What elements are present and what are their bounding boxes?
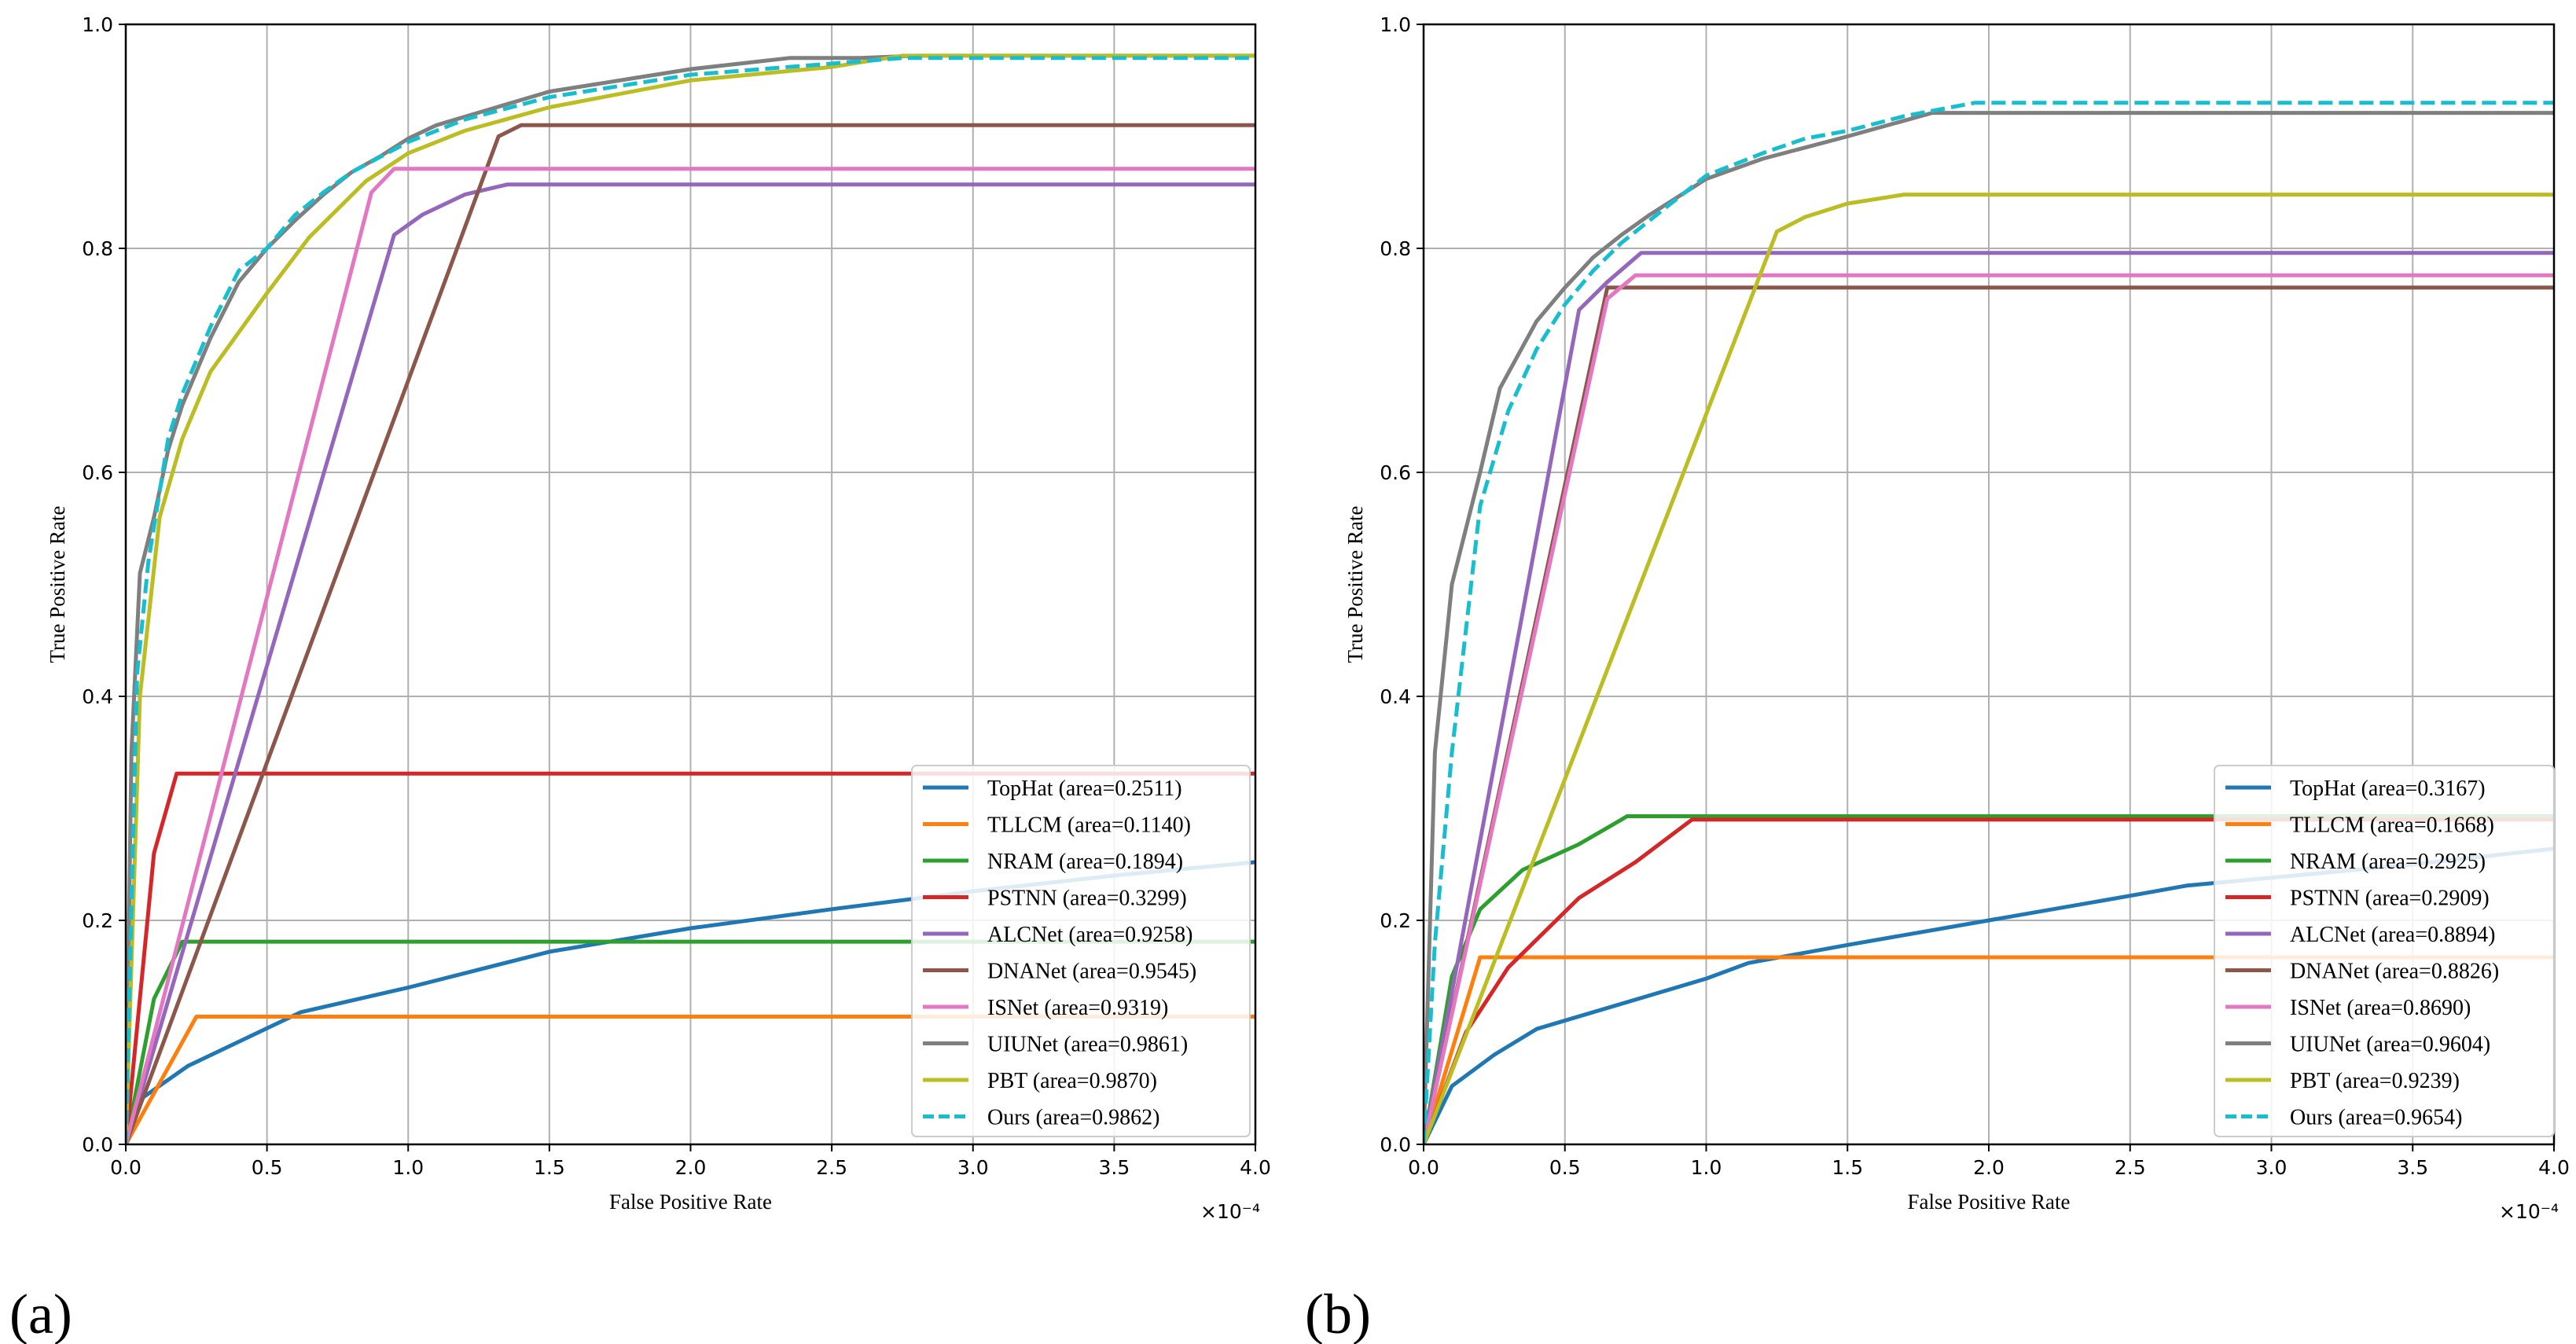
x-tick-label: 3.0 — [2256, 1156, 2288, 1179]
panel-label: (a) — [9, 1283, 72, 1344]
series-line-uiunet — [1424, 111, 2554, 1144]
legend-label-ours: Ours (area=0.9862) — [987, 1106, 1160, 1130]
y-tick-label: 0.6 — [82, 461, 113, 484]
legend-label-pbt: PBT (area=0.9239) — [2290, 1069, 2460, 1093]
y-axis-label: True Positive Rate — [46, 505, 69, 663]
x-tick-label: 2.0 — [1973, 1156, 2005, 1179]
y-tick-label: 0.0 — [1380, 1133, 1411, 1156]
y-tick-label: 0.2 — [1380, 909, 1411, 932]
x-axis-label: False Positive Rate — [609, 1190, 772, 1214]
y-tick-label: 0.6 — [1380, 461, 1411, 484]
legend-label-tllcm: TLLCM (area=0.1668) — [2290, 813, 2494, 838]
legend-label-isnet: ISNet (area=0.8690) — [2290, 996, 2471, 1020]
x-tick-label: 2.5 — [816, 1156, 847, 1179]
x-tick-label: 2.0 — [675, 1156, 707, 1179]
series-line-tllcm — [1424, 955, 2554, 1144]
legend-box — [2214, 765, 2555, 1137]
legend-label-nram: NRAM (area=0.2925) — [2290, 850, 2486, 874]
series-line-isnet — [1424, 273, 2554, 1144]
chart-panel-a: 0.0 0.5 1.0 1.5 2.0 2.5 3.0 3.5 4.0 0.0 0.2 0.4 0.6 0… — [9, 13, 1271, 1344]
chart-panel-b: 0.0 0.5 1.0 1.5 2.0 2.5 3.0 3.5 4.0 0.0 0.2 0.4 0.6 0… — [1305, 13, 2570, 1344]
y-tick-label: 0.4 — [1380, 685, 1411, 708]
series-line-alcnet — [126, 182, 1255, 1144]
series-line-ours — [1424, 101, 2554, 1144]
series-line-tllcm — [126, 1015, 1255, 1144]
x-tick-label: 3.5 — [1098, 1156, 1130, 1179]
series-line-nram — [126, 939, 1255, 1144]
legend-label-pstnn: PSTNN (area=0.2909) — [2290, 887, 2490, 911]
x-tick-label: 4.0 — [1240, 1156, 1271, 1179]
series-line-uiunet — [126, 53, 1255, 1144]
x-tick-label: 0.0 — [110, 1156, 141, 1179]
legend-label-dnanet: DNANet (area=0.8826) — [2290, 960, 2499, 984]
series-line-pbt — [126, 53, 1255, 1144]
series-line-ours — [126, 56, 1255, 1144]
legend-label-pstnn: PSTNN (area=0.3299) — [987, 887, 1187, 911]
x-scale-multiplier: ×10⁻⁴ — [1200, 1200, 1260, 1223]
series-group — [126, 53, 1255, 1144]
series-line-dnanet — [126, 123, 1255, 1144]
x-axis-label: False Positive Rate — [1908, 1190, 2071, 1214]
y-tick-label: 1.0 — [1380, 13, 1411, 36]
x-scale-multiplier: ×10⁻⁴ — [2499, 1200, 2559, 1223]
x-tick-label: 1.0 — [1691, 1156, 1722, 1179]
y-tick-label: 0.2 — [82, 909, 113, 932]
legend-label-nram: NRAM (area=0.1894) — [987, 850, 1183, 874]
y-tick-label: 0.8 — [82, 237, 113, 260]
legend-label-tllcm: TLLCM (area=0.1140) — [987, 813, 1191, 838]
x-tick-label: 4.0 — [2538, 1156, 2570, 1179]
series-line-isnet — [126, 167, 1255, 1144]
series-line-alcnet — [1424, 251, 2554, 1144]
y-tick-label: 0.8 — [1380, 237, 1411, 260]
x-tick-label: 3.5 — [2397, 1156, 2428, 1179]
legend-label-tophat: TopHat (area=0.3167) — [2290, 777, 2486, 801]
legend: TopHat (area=0.3167) TLLCM (area=0.1668) N… — [2214, 765, 2555, 1137]
legend: TopHat (area=0.2511) TLLCM (area=0.1140) N… — [911, 765, 1251, 1137]
legend-label-dnanet: DNANet (area=0.9545) — [987, 960, 1196, 984]
legend-label-tophat: TopHat (area=0.2511) — [987, 777, 1182, 801]
legend-label-uiunet: UIUNet (area=0.9604) — [2290, 1033, 2490, 1057]
x-tick-label: 0.5 — [252, 1156, 283, 1179]
y-axis-label: True Positive Rate — [1343, 505, 1367, 663]
legend-label-ours: Ours (area=0.9654) — [2290, 1106, 2463, 1130]
y-tick-label: 1.0 — [82, 13, 113, 36]
x-tick-label: 1.5 — [1832, 1156, 1863, 1179]
x-tick-label: 1.5 — [534, 1156, 565, 1179]
x-tick-label: 3.0 — [957, 1156, 989, 1179]
legend-label-uiunet: UIUNet (area=0.9861) — [987, 1033, 1188, 1057]
legend-label-alcnet: ALCNet (area=0.8894) — [2290, 923, 2495, 947]
x-tick-label: 0.5 — [1549, 1156, 1581, 1179]
legend-label-pbt: PBT (area=0.9870) — [987, 1069, 1157, 1093]
legend-label-alcnet: ALCNet (area=0.9258) — [987, 923, 1192, 947]
legend-label-isnet: ISNet (area=0.9319) — [987, 996, 1168, 1020]
series-line-pbt — [1424, 193, 2554, 1144]
series-line-pstnn — [126, 771, 1255, 1144]
panel-label: (b) — [1305, 1283, 1371, 1344]
y-tick-label: 0.0 — [82, 1133, 113, 1156]
x-tick-label: 2.5 — [2115, 1156, 2146, 1179]
x-tick-label: 0.0 — [1408, 1156, 1439, 1179]
x-tick-label: 1.0 — [392, 1156, 424, 1179]
legend-box — [911, 765, 1251, 1137]
y-tick-label: 0.4 — [82, 685, 113, 708]
